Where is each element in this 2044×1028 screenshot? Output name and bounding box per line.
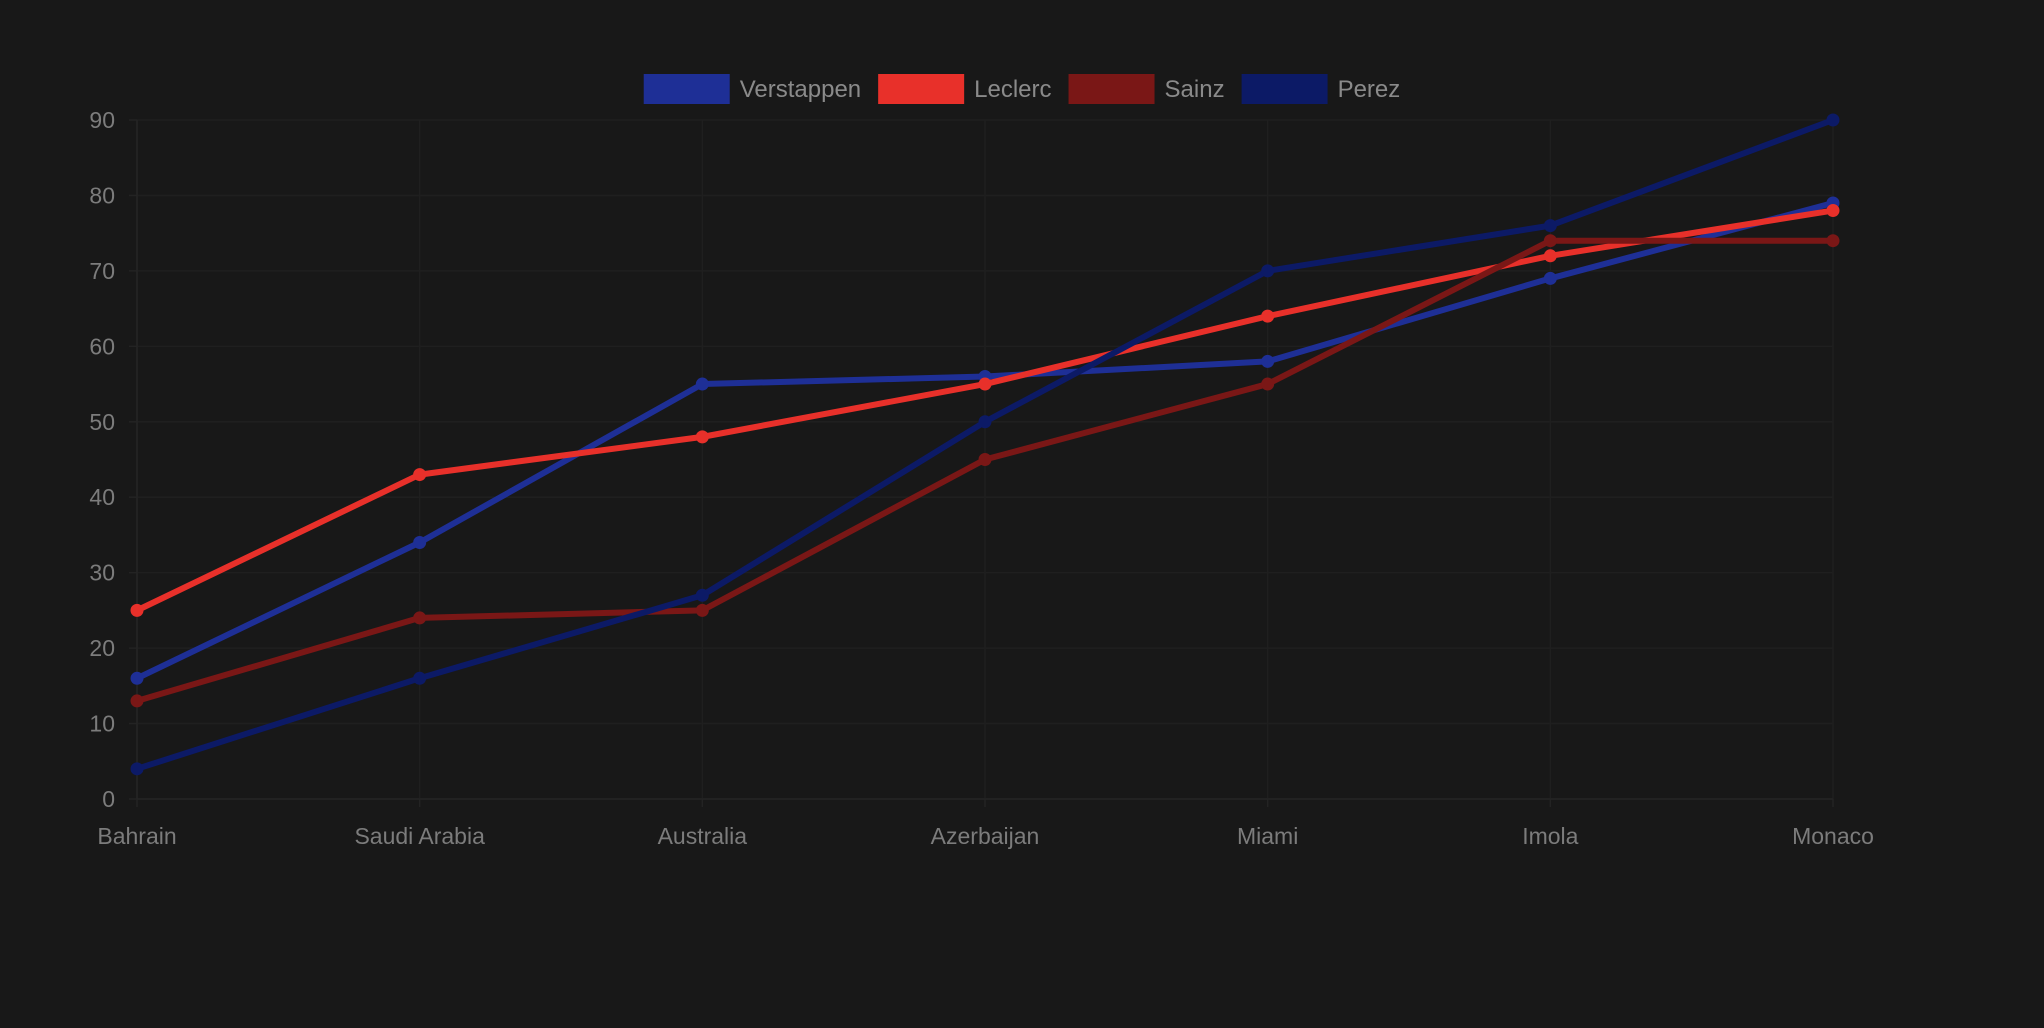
legend-label: Perez [1338,76,1401,103]
y-tick-label: 10 [89,711,115,737]
data-point[interactable] [413,611,427,625]
axes: 0 10 20 30 40 50 60 70 80 90 Bahrain Saudi Arabia Au… [89,107,1874,849]
series-verstappen [130,196,1840,685]
x-tick-label: Monaco [1792,823,1874,849]
legend-swatch [1241,74,1328,104]
legend-item-verstappen[interactable]: Verstappen [643,74,861,104]
data-point[interactable] [413,468,427,482]
x-tick-label: Australia [658,823,748,849]
data-point[interactable] [978,377,992,391]
y-tick-label: 70 [89,258,115,284]
legend-item-perez[interactable]: Perez [1241,74,1401,104]
legend-label: Sainz [1165,76,1225,103]
data-point[interactable] [695,377,709,391]
data-point[interactable] [978,453,992,466]
y-tick-label: 30 [89,560,115,586]
series-perez [130,113,1840,776]
x-tick-label: Imola [1522,823,1578,849]
data-point[interactable] [130,603,144,617]
data-point[interactable] [1543,219,1557,233]
series-sainz [130,234,1840,708]
data-point[interactable] [413,535,427,549]
data-point[interactable] [1543,234,1557,248]
data-point[interactable] [130,762,144,776]
data-point[interactable] [1826,234,1840,248]
legend-label: Verstappen [740,76,861,103]
data-point[interactable] [1261,354,1275,368]
legend-item-sainz[interactable]: Sainz [1068,74,1225,104]
legend-swatch [1068,74,1155,104]
legend-item-leclerc[interactable]: Leclerc [878,74,1052,104]
y-tick-label: 50 [89,409,115,435]
legend-swatch [643,74,730,104]
x-tick-label: Saudi Arabia [354,823,485,849]
data-point[interactable] [1261,377,1275,391]
data-point[interactable] [1826,113,1840,127]
x-tick-label: Miami [1237,823,1298,849]
data-point[interactable] [1826,204,1840,218]
y-tick-label: 20 [89,635,115,661]
data-point[interactable] [413,671,427,685]
y-tick-label: 90 [89,107,115,133]
legend-label: Leclerc [974,76,1051,103]
data-point[interactable] [1543,271,1557,285]
data-point[interactable] [695,588,709,602]
x-tick-label: Bahrain [97,823,176,849]
data-point[interactable] [130,671,144,685]
data-point[interactable] [130,694,144,708]
y-tick-label: 0 [102,786,115,812]
data-point[interactable] [1261,264,1275,278]
legend-swatch [878,74,965,104]
series-leclerc [130,204,1840,617]
y-tick-label: 60 [89,333,115,359]
legend[interactable]: Verstappen Leclerc Sainz Perez [643,74,1401,104]
data-point[interactable] [1261,309,1275,323]
data-point[interactable] [978,415,992,429]
series-lines [130,113,1840,776]
data-point[interactable] [1543,249,1557,263]
data-point[interactable] [695,603,709,617]
x-tick-label: Azerbaijan [931,823,1040,849]
y-tick-label: 80 [89,182,115,208]
y-tick-label: 40 [89,484,115,510]
data-point[interactable] [695,430,709,444]
